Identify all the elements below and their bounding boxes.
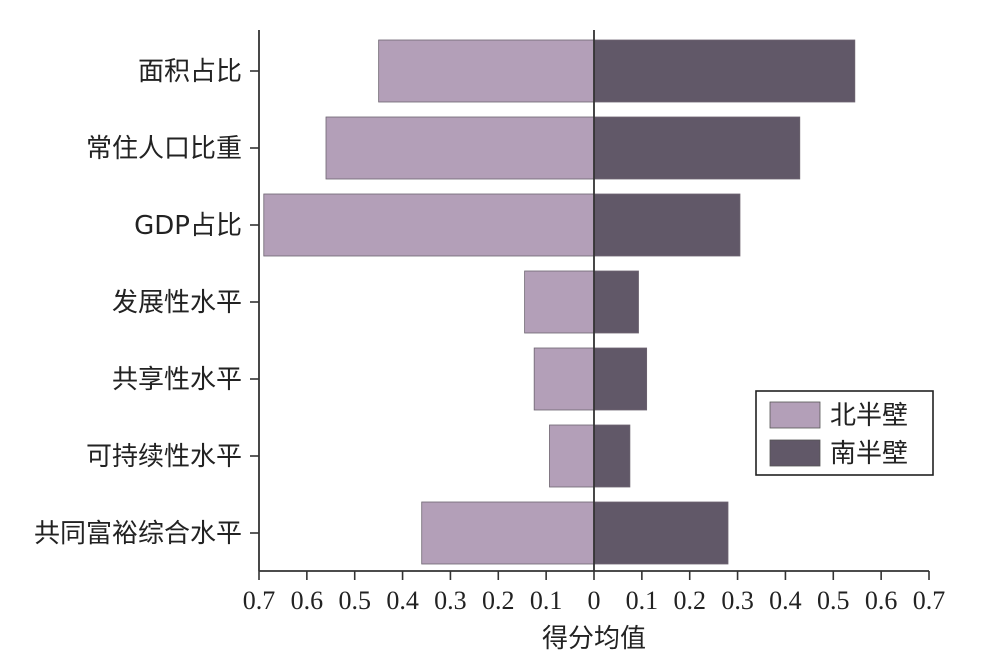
x-tick-label-13: 0.6 bbox=[865, 586, 898, 615]
category-label-5: 可持续性水平 bbox=[86, 442, 242, 472]
bar-north-0 bbox=[378, 39, 595, 103]
bar-north-3 bbox=[524, 270, 595, 334]
x-tick-label-9: 0.2 bbox=[673, 586, 706, 615]
legend-swatch-south bbox=[769, 439, 821, 467]
x-tick-label-0: 0.7 bbox=[243, 586, 276, 615]
bar-north-1 bbox=[325, 116, 595, 180]
bars-layer bbox=[263, 39, 856, 565]
bar-south-2 bbox=[593, 193, 741, 257]
x-tick-label-6: 0.1 bbox=[530, 586, 563, 615]
category-label-0: 面积占比 bbox=[138, 57, 242, 87]
bar-north-2 bbox=[263, 193, 595, 257]
legend-label-south: 南半壁 bbox=[830, 439, 908, 469]
bar-south-5 bbox=[593, 424, 631, 488]
bar-north-5 bbox=[549, 424, 595, 488]
x-axis-title: 得分均值 bbox=[542, 624, 646, 654]
category-label-2: GDP占比 bbox=[134, 211, 242, 241]
legend: 北半壁 南半壁 bbox=[755, 390, 934, 476]
category-label-4: 共享性水平 bbox=[112, 365, 242, 395]
x-tick-label-12: 0.5 bbox=[817, 586, 850, 615]
bar-north-4 bbox=[533, 347, 595, 411]
axes-layer bbox=[250, 30, 930, 580]
x-tick-label-8: 0.1 bbox=[626, 586, 659, 615]
x-tick-label-3: 0.4 bbox=[386, 586, 419, 615]
category-label-6: 共同富裕综合水平 bbox=[34, 519, 242, 549]
x-tick-label-2: 0.5 bbox=[338, 586, 371, 615]
bar-south-0 bbox=[593, 39, 856, 103]
legend-swatch-north bbox=[769, 401, 821, 429]
bar-south-3 bbox=[593, 270, 639, 334]
category-label-1: 常住人口比重 bbox=[86, 134, 242, 164]
bar-south-6 bbox=[593, 501, 729, 565]
x-tick-label-7: 0 bbox=[588, 586, 601, 615]
category-label-3: 发展性水平 bbox=[112, 288, 242, 318]
x-tick-label-5: 0.2 bbox=[482, 586, 515, 615]
x-tick-label-10: 0.3 bbox=[721, 586, 754, 615]
bar-north-6 bbox=[421, 501, 595, 565]
bar-south-1 bbox=[593, 116, 801, 180]
x-tick-label-4: 0.3 bbox=[434, 586, 467, 615]
x-tick-label-1: 0.6 bbox=[291, 586, 324, 615]
x-tick-label-14: 0.7 bbox=[913, 586, 946, 615]
x-tick-label-11: 0.4 bbox=[769, 586, 802, 615]
legend-label-north: 北半壁 bbox=[830, 401, 908, 431]
bar-south-4 bbox=[593, 347, 648, 411]
